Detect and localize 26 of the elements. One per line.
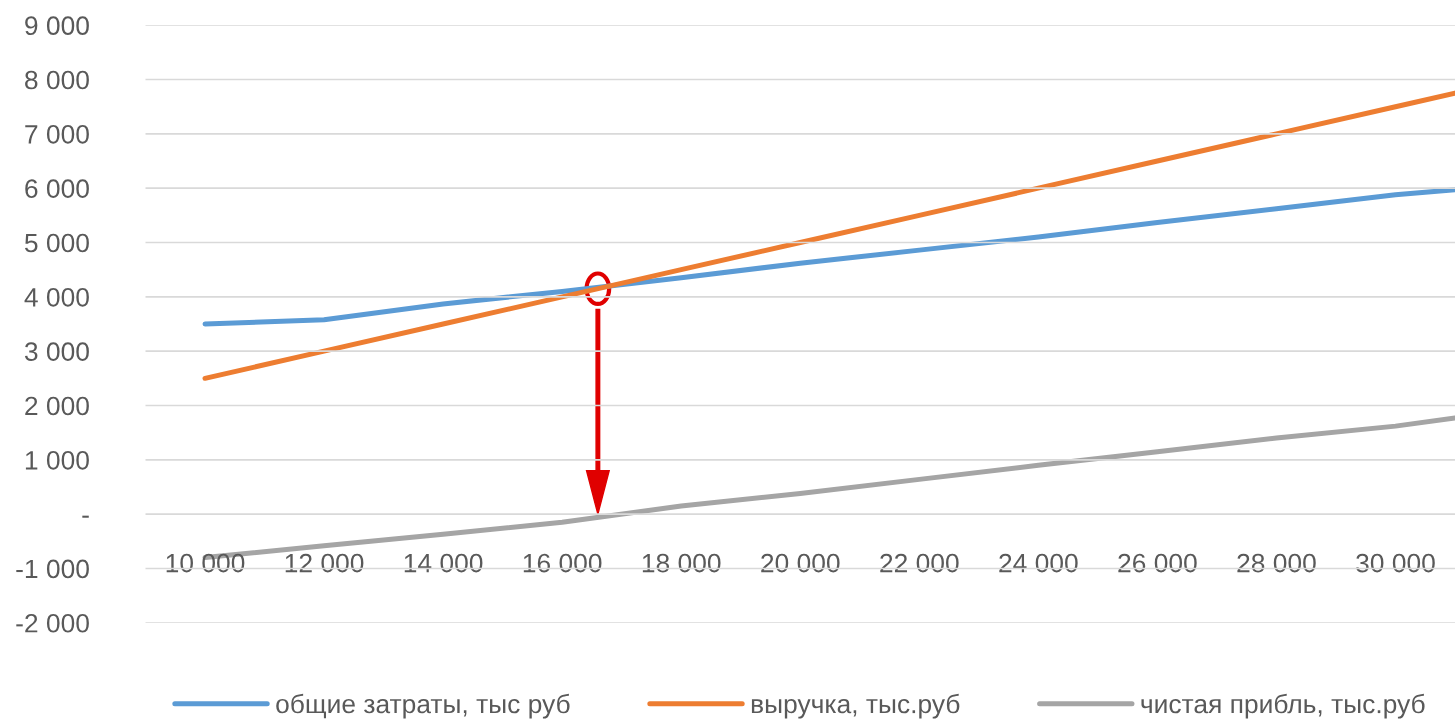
y-tick-label: 9 000: [25, 16, 89, 36]
x-tick-label: 20 000: [761, 553, 840, 573]
y-tick-label: -2 000: [16, 613, 89, 633]
x-tick-label: 10 000: [166, 553, 245, 573]
x-tick-label: 26 000: [1118, 553, 1197, 573]
legend-label: выручка, тыс.руб: [751, 693, 960, 719]
y-tick-label: -: [82, 515, 89, 518]
y-tick-label: 2 000: [25, 396, 89, 416]
x-tick-label: 28 000: [1237, 553, 1316, 573]
x-tick-label: 16 000: [523, 553, 602, 573]
x-tick-label: 12 000: [285, 553, 364, 573]
y-tick-label: 3 000: [24, 342, 89, 361]
x-tick-label: 24 000: [999, 553, 1078, 573]
x-tick-label: 18 000: [642, 553, 721, 573]
y-tick-label: 6 000: [25, 179, 89, 198]
y-tick-label: -1 000: [16, 559, 89, 579]
y-tick-label: 5 000: [24, 233, 89, 253]
y-tick-label: 4 000: [24, 287, 89, 307]
x-tick-label: 22 000: [880, 553, 959, 573]
y-tick-label: 7 000: [25, 124, 89, 144]
x-tick-label: 30 000: [1356, 553, 1435, 573]
legend-label: чистая прибль, тыс.руб: [1141, 693, 1425, 719]
x-tick-label: 14 000: [404, 553, 483, 573]
y-tick-label: 8 000: [25, 70, 89, 90]
legend-label: общие затраты, тыс руб: [276, 693, 570, 719]
y-tick-label: 1 000: [25, 450, 89, 470]
